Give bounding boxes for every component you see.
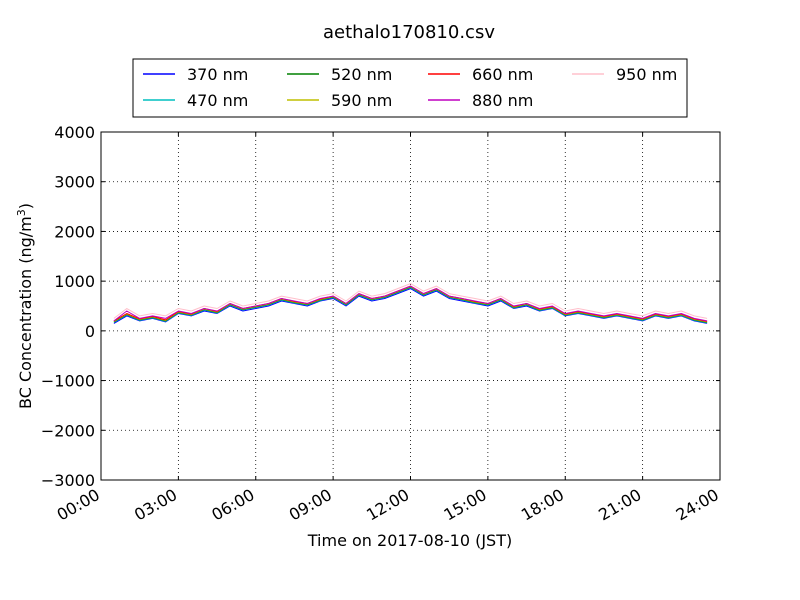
y-axis-label-main: BC Concentration (ng/m bbox=[16, 216, 35, 409]
y-tick-label: −2000 bbox=[41, 421, 95, 440]
y-axis-label: BC Concentration (ng/m3) bbox=[15, 203, 35, 409]
y-tick-label: −3000 bbox=[41, 471, 95, 490]
legend: 370 nm 470 nm 520 nm 590 nm 660 nm 880 nm 950 … bbox=[132, 58, 688, 118]
data-series bbox=[113, 283, 708, 324]
x-axis-label: Time on 2017-08-10 (JST) bbox=[307, 531, 512, 550]
y-tick-label: 3000 bbox=[54, 173, 95, 192]
y-axis-label-superscript: 3 bbox=[15, 209, 28, 216]
legend-frame bbox=[132, 58, 688, 118]
legend-label: 950 nm bbox=[616, 65, 677, 84]
chart-title: aethalo170810.csv bbox=[323, 22, 495, 43]
y-tick-label: 2000 bbox=[54, 222, 95, 241]
y-axis-ticks: −3000 −2000 −1000 0 1000 2000 3000 4000 bbox=[41, 123, 720, 490]
series-line-950-nm bbox=[113, 283, 708, 319]
legend-label: 470 nm bbox=[187, 91, 248, 110]
y-tick-label: 1000 bbox=[54, 272, 95, 291]
series-line-880-nm bbox=[113, 285, 708, 322]
y-tick-label: −1000 bbox=[41, 372, 95, 391]
legend-label: 370 nm bbox=[187, 65, 248, 84]
y-tick-label: 4000 bbox=[54, 123, 95, 142]
legend-label: 590 nm bbox=[331, 91, 392, 110]
legend-label: 520 nm bbox=[331, 65, 392, 84]
legend-label: 880 nm bbox=[472, 91, 533, 110]
y-tick-label: 0 bbox=[85, 322, 95, 341]
legend-label: 660 nm bbox=[472, 65, 533, 84]
y-axis-label-end: ) bbox=[16, 203, 35, 209]
